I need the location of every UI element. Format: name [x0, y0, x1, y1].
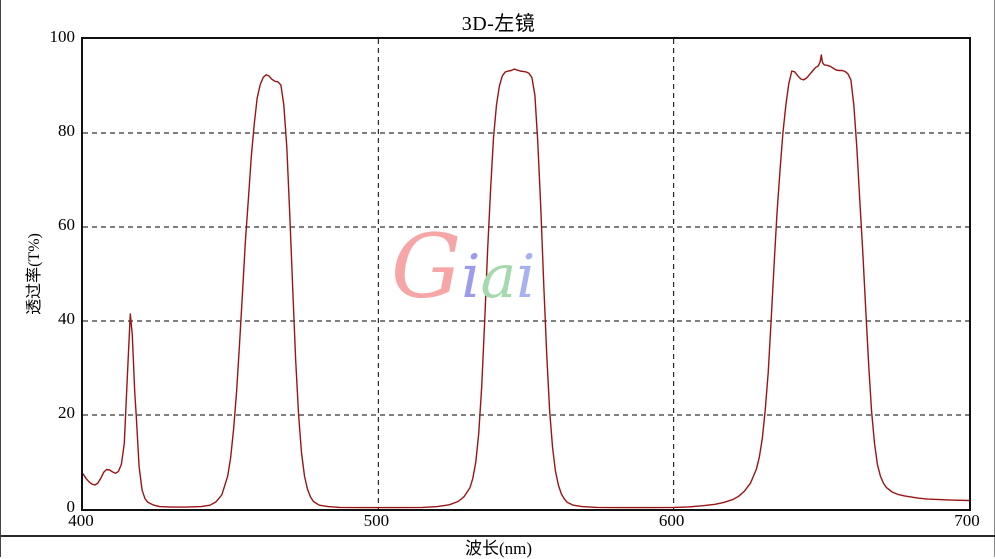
- y-tick-label: 100: [49, 27, 76, 46]
- x-axis-title-text: 波长(nm): [454, 539, 543, 558]
- x-tick-label: 500: [363, 511, 390, 530]
- x-axis-title: 波长(nm): [1, 534, 995, 559]
- bottom-divider-line: [1, 535, 995, 537]
- x-tick-label: 400: [68, 511, 94, 530]
- chart-title: 3D-左镜: [461, 13, 536, 35]
- x-tick-label: 600: [658, 511, 685, 530]
- spectral-curve-plot: [83, 39, 969, 509]
- plot-area: [81, 37, 971, 511]
- y-tick-label: 40: [58, 309, 75, 328]
- transmittance-curve: [83, 54, 969, 509]
- y-tick-label: 80: [58, 121, 75, 140]
- y-tick-label: 20: [58, 403, 75, 422]
- x-tick-label: 700: [954, 511, 980, 530]
- y-tick-label: 0: [66, 497, 76, 516]
- y-tick-label: 60: [58, 215, 75, 234]
